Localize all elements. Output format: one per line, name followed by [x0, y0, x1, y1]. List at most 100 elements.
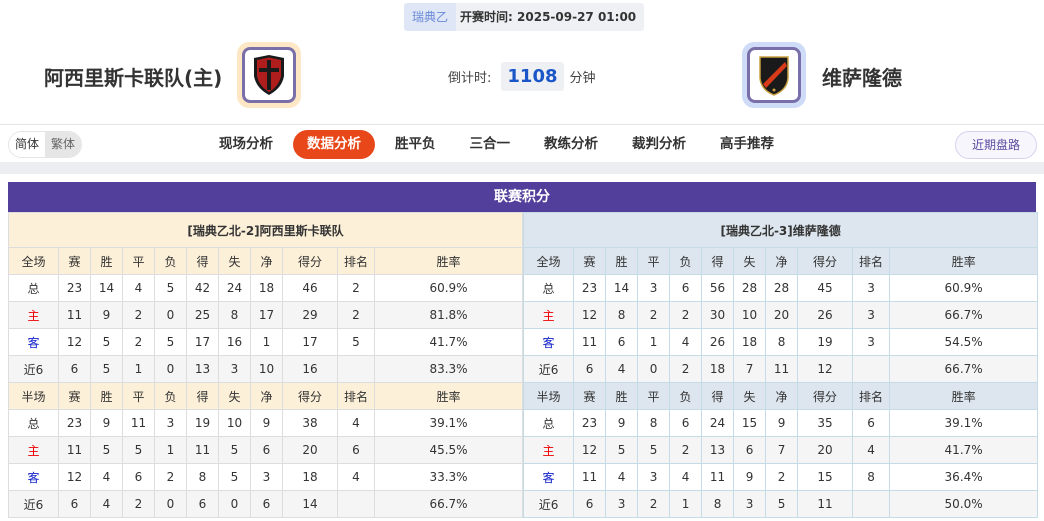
tab-2[interactable]: 胜平负	[395, 136, 436, 152]
row-label: 主	[523, 301, 575, 329]
table-cell: 5	[154, 328, 187, 356]
row-label: 近6	[523, 490, 575, 518]
tab-3[interactable]: 三合一	[469, 136, 511, 152]
table-cell: 2	[637, 490, 671, 518]
column-header: 负	[669, 382, 703, 410]
table-cell: 28	[765, 274, 799, 302]
table-cell: 3	[250, 463, 283, 491]
table-cell: 11	[122, 409, 155, 437]
table-cell: 0	[154, 301, 187, 329]
table-cell: 36.4%	[889, 463, 1039, 491]
table-cell: 18	[701, 355, 735, 383]
table-row: 客 11 4 3 4 11 9 2 15 8 36.4%	[523, 463, 1039, 491]
away-crest-icon	[759, 56, 789, 96]
table-cell: 2	[765, 463, 799, 491]
column-header: 得分	[797, 247, 854, 275]
table-row: 总 23 9 11 3 19 10 9 38 4 39.1%	[8, 409, 524, 437]
column-header: 得	[701, 247, 735, 275]
half-header-row: 半场赛胜平负得失净得分 排名 胜率	[8, 382, 524, 410]
table-cell: 17	[282, 328, 338, 356]
recent-trends-button[interactable]: 近期盘路	[955, 131, 1037, 159]
table-cell: 11	[186, 436, 219, 464]
table-cell: 4	[605, 355, 639, 383]
table-row: 客 11 6 1 4 26 18 8 19 3 54.5%	[523, 328, 1039, 356]
table-cell: 10	[250, 355, 283, 383]
team-standing-header: [瑞典乙北-3]维萨隆德	[523, 212, 1039, 248]
away-team-logo[interactable]	[742, 42, 806, 108]
table-cell: 5	[90, 328, 123, 356]
table-cell: 23	[58, 409, 91, 437]
row-label: 主	[8, 301, 59, 329]
lang-simplified[interactable]: 简体	[9, 132, 46, 157]
column-header: 胜率	[889, 382, 1039, 410]
table-cell: 66.7%	[889, 301, 1039, 329]
table-cell: 23	[573, 274, 607, 302]
tab-1[interactable]: 数据分析	[293, 130, 375, 159]
nav-bar: 简体 繁体 现场分析 数据分析 胜平负 三合一 教练分析 裁判分析 高手推荐 近期盘路	[0, 124, 1044, 162]
table-cell: 26	[701, 328, 735, 356]
table-cell: 45	[797, 274, 854, 302]
tab-5[interactable]: 裁判分析	[632, 136, 686, 152]
lang-traditional[interactable]: 繁体	[45, 132, 82, 157]
table-row: 主 12 5 5 2 13 6 7 20 4 41.7%	[523, 436, 1039, 464]
row-label: 总	[523, 409, 575, 437]
table-cell: 3	[154, 409, 187, 437]
table-cell: 5	[90, 436, 123, 464]
countdown-label: 倒计时:	[448, 71, 492, 86]
table-cell: 18	[733, 328, 767, 356]
table-cell: 4	[90, 463, 123, 491]
table-cell: 5	[337, 328, 375, 356]
league-label[interactable]: 瑞典乙	[404, 3, 457, 31]
table-cell: 24	[218, 274, 251, 302]
full-header-row: 全场赛胜平负得失净得分 排名 胜率	[523, 247, 1039, 275]
table-cell: 0	[218, 490, 251, 518]
tab-4[interactable]: 教练分析	[544, 136, 598, 152]
tab-6[interactable]: 高手推荐	[720, 136, 774, 152]
table-cell: 15	[733, 409, 767, 437]
table-cell: 4	[337, 463, 375, 491]
column-header: 全场	[8, 247, 59, 275]
column-header: 净	[765, 382, 799, 410]
column-header: 排名	[852, 247, 891, 275]
table-cell: 12	[58, 463, 91, 491]
tab-0[interactable]: 现场分析	[219, 136, 273, 152]
column-header: 失	[733, 382, 767, 410]
table-cell: 46	[282, 274, 338, 302]
table-cell: 4	[669, 328, 703, 356]
table-cell: 16	[218, 328, 251, 356]
table-cell: 42	[186, 274, 219, 302]
table-cell: 60.9%	[373, 274, 524, 302]
table-cell: 2	[122, 490, 155, 518]
table-row: 主 11 9 2 0 25 8 17 29 2 81.8%	[8, 301, 524, 329]
table-cell: 17	[250, 301, 283, 329]
table-cell: 25	[186, 301, 219, 329]
column-header: 得	[186, 247, 219, 275]
table-cell: 45.5%	[373, 436, 524, 464]
table-row: 总 23 9 8 6 24 15 9 35 6 39.1%	[523, 409, 1039, 437]
away-standings-table: [瑞典乙北-3]维萨隆德 全场赛胜平负得失净得分 排名 胜率总 23 14 3 6 56 28 28…	[523, 212, 1039, 518]
table-cell: 13	[701, 436, 735, 464]
table-cell: 26	[797, 301, 854, 329]
table-cell: 14	[282, 490, 338, 518]
divider-band	[0, 162, 1044, 174]
table-cell: 3	[605, 490, 639, 518]
home-team-logo[interactable]	[237, 42, 301, 108]
table-cell: 6	[669, 274, 703, 302]
table-cell: 6	[605, 328, 639, 356]
table-cell: 5	[218, 463, 251, 491]
table-cell: 3	[637, 463, 671, 491]
table-cell: 2	[122, 328, 155, 356]
table-cell: 50.0%	[889, 490, 1039, 518]
table-cell: 1	[637, 328, 671, 356]
row-label: 近6	[523, 355, 575, 383]
table-cell: 4	[122, 274, 155, 302]
table-cell: 5	[218, 436, 251, 464]
column-header: 胜率	[373, 382, 524, 410]
table-cell: 12	[573, 301, 607, 329]
column-header: 全场	[523, 247, 575, 275]
table-cell: 30	[701, 301, 735, 329]
column-header: 平	[637, 382, 671, 410]
countdown-unit: 分钟	[569, 71, 596, 86]
table-cell: 20	[282, 436, 338, 464]
column-header: 赛	[573, 247, 607, 275]
